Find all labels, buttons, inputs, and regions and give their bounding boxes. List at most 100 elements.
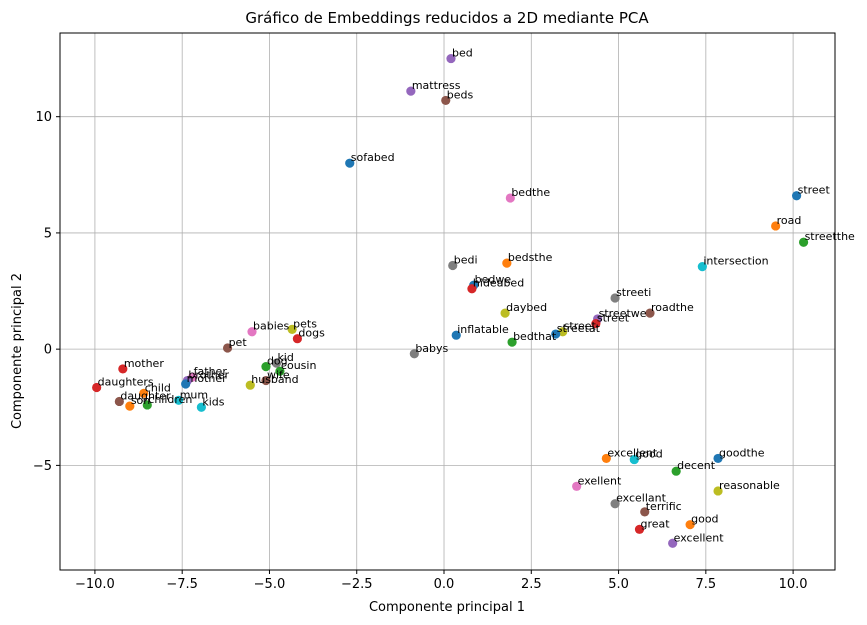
data-point xyxy=(791,191,802,201)
x-tick-label: 10.0 xyxy=(779,577,808,592)
y-tick-label: 10 xyxy=(35,110,52,125)
data-point xyxy=(409,349,419,359)
point-label: reasonable xyxy=(719,479,780,492)
point-label: children xyxy=(148,393,192,406)
y-tick-label: −5 xyxy=(33,459,52,474)
x-tick-label: −10.0 xyxy=(75,577,115,592)
point-label: terrific xyxy=(646,500,682,513)
data-points xyxy=(92,53,809,548)
point-label: great xyxy=(641,517,671,530)
data-point xyxy=(261,375,271,386)
data-point xyxy=(502,258,512,268)
x-tick-label: −2.5 xyxy=(341,577,373,592)
point-label: wife xyxy=(267,369,290,382)
point-label: father xyxy=(194,365,228,378)
data-point xyxy=(500,308,510,318)
y-tick-label: 0 xyxy=(44,343,52,358)
point-label: inflatable xyxy=(457,323,509,336)
point-label: excellent xyxy=(607,446,658,459)
point-label: intersection xyxy=(703,255,768,268)
point-label: road xyxy=(777,214,802,227)
data-point xyxy=(610,293,620,303)
point-label: daughter xyxy=(120,389,171,402)
data-point xyxy=(685,520,695,530)
point-label: kid xyxy=(277,351,293,364)
point-label: decent xyxy=(677,459,716,472)
point-label: excellent xyxy=(674,531,725,544)
point-label: bedthat xyxy=(513,330,557,343)
point-label: son xyxy=(131,394,150,407)
point-label: daybed xyxy=(506,301,547,314)
data-point xyxy=(451,330,461,340)
point-label: mother xyxy=(124,357,164,370)
x-tick-label: −7.5 xyxy=(166,577,198,592)
x-tick-label: 2.5 xyxy=(521,577,542,592)
data-point xyxy=(591,318,601,329)
x-tick-label: 0.0 xyxy=(434,577,455,592)
data-point xyxy=(507,337,517,347)
data-point xyxy=(629,454,639,465)
axis-ticks: −10.0 −7.5 −5.0 −2.5 0.0 2.5 5.0 7.5 10.0 −5 0 5 10 xyxy=(33,110,808,592)
data-point xyxy=(668,538,678,548)
point-label: babies xyxy=(253,320,290,333)
point-label: bedsthe xyxy=(508,251,553,264)
data-point xyxy=(798,237,809,247)
point-label: husband xyxy=(251,373,298,386)
data-point xyxy=(713,453,723,464)
data-point xyxy=(222,343,233,353)
data-point xyxy=(640,507,650,517)
data-point xyxy=(448,260,458,271)
data-point xyxy=(505,193,515,203)
data-point xyxy=(92,382,102,393)
chart-title: Gráfico de Embeddings reducidos a 2D med… xyxy=(245,9,649,27)
point-label: street xyxy=(798,184,831,197)
data-point xyxy=(345,158,355,168)
data-point xyxy=(174,395,184,405)
data-point xyxy=(142,400,152,410)
point-label: cousin xyxy=(281,359,317,372)
data-point xyxy=(271,358,282,368)
x-tick-label: 7.5 xyxy=(695,577,716,592)
point-label: mum xyxy=(180,388,208,401)
point-label: bed xyxy=(452,47,473,60)
data-point xyxy=(467,284,477,294)
point-label: goodthe xyxy=(719,446,765,459)
data-point xyxy=(645,308,655,318)
point-label: pets xyxy=(293,317,317,330)
point-label: good xyxy=(635,448,662,461)
data-point xyxy=(406,86,416,96)
data-point xyxy=(118,364,128,374)
point-label: dog xyxy=(267,355,288,368)
point-label: hideabed xyxy=(473,277,524,290)
data-point xyxy=(292,334,302,344)
data-point xyxy=(671,466,681,476)
data-point xyxy=(114,396,124,407)
data-point xyxy=(196,402,206,412)
data-point xyxy=(634,524,645,534)
point-label: excellant xyxy=(616,492,667,505)
point-label: bedthe xyxy=(511,186,550,199)
point-label: bedwe xyxy=(475,273,512,286)
point-label: mother xyxy=(187,372,227,385)
point-label: sofabed xyxy=(351,151,395,164)
y-axis-label: Componente principal 2 xyxy=(10,273,25,429)
point-label: streetat xyxy=(557,322,601,335)
point-label: dogs xyxy=(298,327,325,340)
point-label: child xyxy=(145,381,171,394)
y-tick-label: 5 xyxy=(44,226,52,241)
x-tick-label: −5.0 xyxy=(254,577,286,592)
data-point xyxy=(771,221,781,231)
data-point xyxy=(261,361,271,372)
point-label: roadthe xyxy=(651,301,694,314)
point-label: pet xyxy=(229,336,248,349)
data-point xyxy=(697,262,707,272)
point-label: kids xyxy=(202,395,224,408)
data-point xyxy=(247,327,257,337)
point-label: bedi xyxy=(454,253,478,266)
point-label: street xyxy=(597,312,630,325)
data-point xyxy=(446,53,456,64)
data-point xyxy=(245,380,255,390)
point-label: streetwe xyxy=(599,307,647,320)
